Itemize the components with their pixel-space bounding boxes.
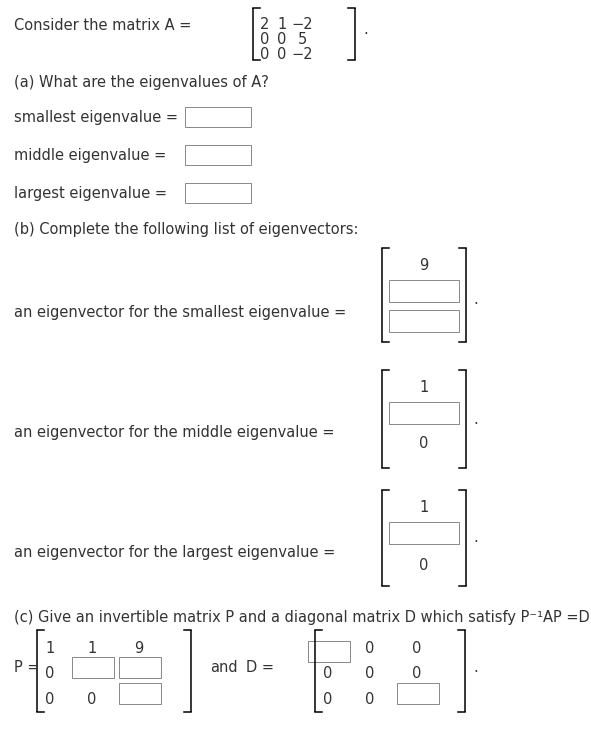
Text: 0: 0 [419, 558, 428, 573]
Text: −2: −2 [291, 47, 313, 62]
FancyBboxPatch shape [389, 280, 459, 302]
Text: 1: 1 [277, 17, 287, 32]
FancyBboxPatch shape [185, 183, 251, 203]
FancyBboxPatch shape [397, 683, 439, 704]
FancyBboxPatch shape [119, 657, 161, 678]
Text: largest eigenvalue =: largest eigenvalue = [14, 186, 167, 201]
Text: 0: 0 [419, 436, 428, 451]
Text: .: . [473, 531, 478, 545]
Text: 0: 0 [365, 692, 375, 707]
Text: .: . [473, 292, 478, 308]
Text: and: and [210, 661, 238, 676]
Text: an eigenvector for the smallest eigenvalue =: an eigenvector for the smallest eigenval… [14, 305, 346, 320]
Text: 0: 0 [260, 47, 269, 62]
FancyBboxPatch shape [389, 310, 459, 332]
FancyBboxPatch shape [389, 402, 459, 424]
Text: .: . [473, 412, 478, 428]
Text: (a) What are the eigenvalues of A?: (a) What are the eigenvalues of A? [14, 75, 269, 90]
FancyBboxPatch shape [119, 683, 161, 704]
Text: 0: 0 [323, 692, 333, 707]
Text: D =: D = [246, 661, 274, 676]
Text: −2: −2 [291, 17, 313, 32]
Text: 1: 1 [87, 641, 96, 656]
Text: 9: 9 [420, 258, 428, 273]
Text: P =: P = [14, 661, 40, 676]
FancyBboxPatch shape [185, 107, 251, 127]
Text: 0: 0 [87, 692, 97, 707]
Text: middle eigenvalue =: middle eigenvalue = [14, 148, 166, 163]
Text: .: . [363, 22, 368, 38]
Text: 0: 0 [277, 47, 287, 62]
Text: 2: 2 [260, 17, 269, 32]
FancyBboxPatch shape [185, 145, 251, 165]
Text: an eigenvector for the largest eigenvalue =: an eigenvector for the largest eigenvalu… [14, 545, 335, 560]
Text: 0: 0 [277, 32, 287, 47]
Text: 9: 9 [134, 641, 144, 656]
Text: 1: 1 [420, 380, 428, 395]
Text: an eigenvector for the middle eigenvalue =: an eigenvector for the middle eigenvalue… [14, 425, 335, 440]
Text: 0: 0 [413, 666, 422, 681]
Text: .: . [473, 661, 478, 676]
FancyBboxPatch shape [72, 657, 114, 678]
Text: 5: 5 [297, 32, 307, 47]
Text: Consider the matrix A =: Consider the matrix A = [14, 18, 191, 33]
Text: (b) Complete the following list of eigenvectors:: (b) Complete the following list of eigen… [14, 222, 359, 237]
Text: 0: 0 [365, 641, 375, 656]
Text: (c) Give an invertible matrix P and a diagonal matrix D which satisfy P⁻¹AP =D:: (c) Give an invertible matrix P and a di… [14, 610, 591, 625]
Text: 0: 0 [323, 666, 333, 681]
Text: 0: 0 [365, 666, 375, 681]
Text: 0: 0 [46, 692, 55, 707]
Text: 1: 1 [46, 641, 54, 656]
FancyBboxPatch shape [308, 641, 350, 662]
Text: smallest eigenvalue =: smallest eigenvalue = [14, 110, 178, 125]
Text: 0: 0 [260, 32, 269, 47]
Text: 0: 0 [413, 641, 422, 656]
Text: 1: 1 [420, 500, 428, 515]
Text: 0: 0 [46, 666, 55, 681]
FancyBboxPatch shape [389, 522, 459, 544]
